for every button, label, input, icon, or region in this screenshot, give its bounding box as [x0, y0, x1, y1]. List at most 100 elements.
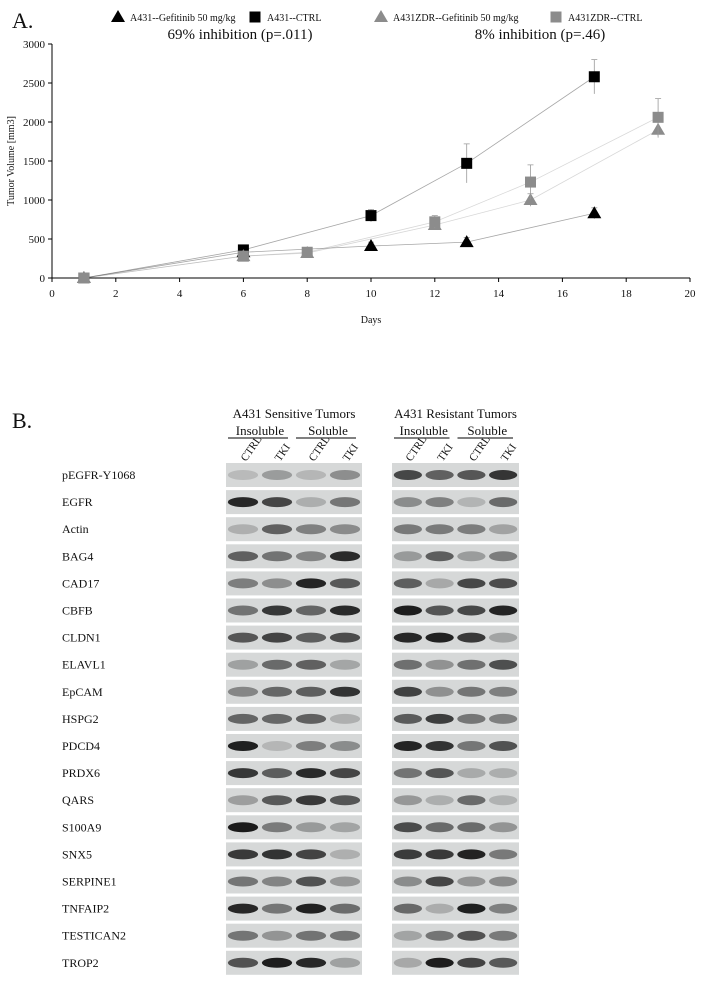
blot-band — [425, 524, 454, 535]
data-point — [365, 210, 377, 222]
blot-band — [489, 768, 518, 779]
blot-band — [261, 497, 293, 508]
protein-label: SERPINE1 — [62, 875, 117, 889]
blot-band — [261, 903, 293, 914]
blot-band — [393, 470, 422, 480]
blot-band — [261, 605, 293, 616]
protein-label: EpCAM — [62, 685, 103, 699]
blot-band — [261, 551, 293, 562]
y-tick-label: 1000 — [23, 195, 46, 207]
x-axis-title: Days — [361, 315, 382, 326]
blot-background — [392, 869, 519, 894]
blot-band — [329, 497, 361, 508]
blot-band — [295, 849, 327, 860]
blot-band — [457, 822, 486, 833]
blot-band — [295, 741, 327, 751]
blot-band — [227, 741, 259, 751]
blot-band — [261, 524, 293, 535]
legend-label: A431--CTRL — [267, 13, 321, 24]
blot-band — [295, 659, 327, 670]
blot-band — [393, 822, 422, 833]
blot-background — [392, 490, 519, 515]
x-tick-label: 12 — [429, 288, 440, 300]
blot-band — [425, 497, 454, 508]
blot-band — [227, 605, 259, 616]
blot-band — [457, 876, 486, 887]
lane-label: TKI — [435, 442, 456, 464]
legend-marker — [550, 11, 562, 23]
blot-band — [329, 551, 361, 562]
blot-band — [227, 524, 259, 535]
protein-label: TESTICAN2 — [62, 929, 126, 943]
blot-band — [295, 605, 327, 616]
blot-band — [393, 524, 422, 535]
lane-label: TKI — [341, 442, 362, 464]
blot-band — [261, 741, 293, 751]
blot-band — [295, 930, 327, 941]
group-label: Insoluble — [400, 423, 449, 438]
group-label: Insoluble — [236, 423, 285, 438]
blot-band — [393, 497, 422, 508]
blot-band — [295, 713, 327, 724]
blot-band — [393, 659, 422, 670]
blot-band — [261, 930, 293, 941]
blot-band — [329, 741, 361, 751]
blot-band — [227, 713, 259, 724]
blot-band — [295, 551, 327, 562]
blot-band — [227, 686, 259, 697]
blot-band — [393, 930, 422, 941]
blot-background — [226, 490, 362, 515]
blot-band — [425, 849, 454, 860]
blot-band — [425, 741, 454, 751]
blot-band — [425, 822, 454, 833]
blot-band — [329, 524, 361, 535]
blot-band — [393, 768, 422, 779]
blot-background — [392, 544, 519, 569]
blot-background — [226, 463, 362, 487]
data-point — [364, 239, 378, 252]
blot-band — [227, 795, 259, 806]
blot-band — [457, 578, 486, 589]
blot-band — [261, 713, 293, 724]
blot-band — [393, 605, 422, 616]
blot-band — [489, 659, 518, 670]
blot-band — [261, 876, 293, 887]
blot-band — [227, 768, 259, 779]
y-tick-label: 2000 — [23, 117, 46, 129]
protein-label: QARS — [62, 793, 94, 807]
blot-band — [295, 903, 327, 914]
blot-band — [295, 470, 327, 480]
y-tick-label: 3000 — [23, 39, 46, 51]
blot-band — [227, 497, 259, 508]
blot-band — [227, 903, 259, 914]
blot-band — [489, 605, 518, 616]
blot-band — [295, 957, 327, 968]
blot-band — [393, 578, 422, 589]
blot-band — [489, 578, 518, 589]
panel-label: A. — [12, 8, 33, 33]
blot-band — [425, 876, 454, 887]
y-tick-label: 1500 — [23, 156, 46, 168]
blot-band — [489, 686, 518, 697]
blot-band — [393, 713, 422, 724]
y-tick-label: 0 — [40, 273, 46, 285]
blot-band — [425, 470, 454, 480]
x-tick-label: 10 — [366, 288, 378, 300]
protein-label: EGFR — [62, 495, 93, 509]
blot-band — [329, 903, 361, 914]
legend-label: A431ZDR--Gefitinib 50 mg/kg — [393, 13, 519, 24]
blot-band — [227, 876, 259, 887]
blot-band — [295, 632, 327, 643]
y-tick-label: 2500 — [23, 78, 46, 90]
blot-band — [457, 497, 486, 508]
protein-label: PRDX6 — [62, 766, 100, 780]
blot-band — [227, 957, 259, 968]
blot-band — [489, 713, 518, 724]
blot-band — [261, 822, 293, 833]
blot-band — [393, 957, 422, 968]
panel-label: B. — [12, 408, 32, 433]
lane-label: TKI — [273, 442, 294, 464]
data-point — [429, 216, 441, 228]
blot-band — [489, 957, 518, 968]
blot-background — [226, 652, 362, 677]
